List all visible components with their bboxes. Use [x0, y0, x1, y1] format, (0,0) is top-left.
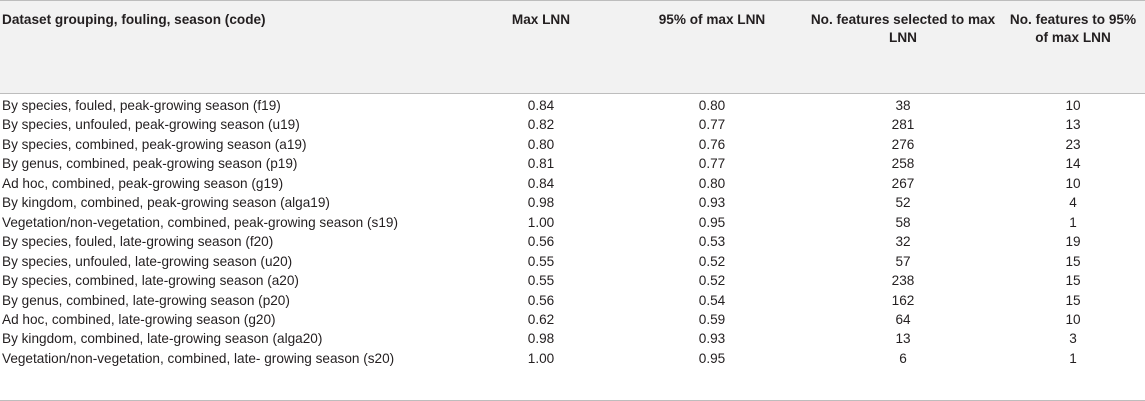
- cell-95-max-lnn: 0.80: [698, 98, 726, 113]
- cell-features-max: 64: [895, 311, 911, 327]
- cell-features-95: 10: [1065, 311, 1081, 327]
- cell-95-max-lnn: 0.77: [698, 117, 726, 133]
- cell-max-lnn: 0.84: [527, 98, 555, 113]
- cell-dataset: By species, unfouled, peak-growing seaso…: [2, 117, 300, 133]
- cell-features-max: 32: [895, 234, 911, 250]
- table-row: By species, unfouled, peak-growing seaso…: [0, 115, 1145, 134]
- cell-max-lnn: 0.98: [527, 195, 555, 211]
- cell-dataset: By species, unfouled, late-growing seaso…: [2, 253, 293, 269]
- cell-features-95: 19: [1065, 234, 1081, 250]
- cell-95-max-lnn: 0.76: [698, 136, 726, 152]
- table-row: By species, fouled, peak-growing season …: [0, 94, 1145, 116]
- column-header-features-max: No. features selected to max LNN: [810, 12, 996, 45]
- cell-features-95: 15: [1065, 292, 1081, 308]
- cell-95-max-lnn: 0.52: [698, 273, 726, 289]
- cell-max-lnn: 0.80: [527, 136, 555, 152]
- table-row: Ad hoc, combined, late-growing season (g…: [0, 310, 1145, 329]
- cell-features-95: 3: [1069, 331, 1077, 347]
- cell-features-max: 281: [891, 117, 915, 133]
- cell-features-max: 38: [895, 98, 911, 113]
- results-table: Dataset grouping, fouling, season (code)…: [0, 0, 1145, 369]
- table-row: By genus, combined, late-growing season …: [0, 291, 1145, 310]
- cell-features-95: 10: [1065, 175, 1081, 191]
- column-header-95-max-lnn: 95% of max LNN: [658, 12, 766, 27]
- cell-dataset: By genus, combined, late-growing season …: [2, 292, 290, 308]
- cell-95-max-lnn: 0.53: [698, 234, 726, 250]
- cell-dataset: Ad hoc, combined, peak-growing season (g…: [2, 175, 284, 191]
- cell-max-lnn: 0.56: [527, 292, 555, 308]
- cell-features-95: 13: [1065, 117, 1081, 133]
- cell-max-lnn: 0.62: [527, 311, 555, 327]
- cell-features-max: 13: [895, 331, 911, 347]
- cell-max-lnn: 1.00: [527, 350, 555, 366]
- cell-95-max-lnn: 0.80: [698, 175, 726, 191]
- cell-features-max: 58: [895, 214, 911, 230]
- cell-features-max: 276: [891, 136, 915, 152]
- column-header-max-lnn: Max LNN: [511, 12, 571, 27]
- table-row: By species, unfouled, late-growing seaso…: [0, 252, 1145, 271]
- cell-features-95: 4: [1069, 195, 1077, 211]
- cell-features-95: 15: [1065, 253, 1081, 269]
- cell-features-95: 10: [1065, 98, 1081, 113]
- cell-95-max-lnn: 0.93: [698, 331, 726, 347]
- cell-features-max: 267: [891, 175, 915, 191]
- cell-dataset: By species, combined, peak-growing seaso…: [2, 136, 307, 152]
- cell-dataset: By species, combined, late-growing seaso…: [2, 273, 299, 289]
- cell-features-max: 238: [891, 273, 915, 289]
- cell-95-max-lnn: 0.95: [698, 214, 726, 230]
- cell-features-95: 14: [1065, 156, 1081, 172]
- cell-features-max: 258: [891, 156, 915, 172]
- cell-dataset: By species, fouled, late-growing season …: [2, 234, 274, 250]
- table-header-row: Dataset grouping, fouling, season (code)…: [0, 0, 1145, 94]
- table-row: By genus, combined, peak-growing season …: [0, 154, 1145, 173]
- cell-max-lnn: 0.55: [527, 253, 555, 269]
- cell-dataset: By genus, combined, peak-growing season …: [2, 156, 298, 172]
- cell-95-max-lnn: 0.52: [698, 253, 726, 269]
- cell-features-95: 1: [1069, 350, 1077, 366]
- table-row: By species, combined, peak-growing seaso…: [0, 135, 1145, 154]
- cell-features-95: 1: [1069, 214, 1077, 230]
- table-row: By species, combined, late-growing seaso…: [0, 271, 1145, 290]
- cell-95-max-lnn: 0.54: [698, 292, 726, 308]
- column-header-features-95: No. features to 95% of max LNN: [1009, 12, 1137, 45]
- cell-dataset: Vegetation/non-vegetation, combined, pea…: [2, 214, 398, 230]
- cell-dataset: By kingdom, combined, peak-growing seaso…: [2, 195, 330, 211]
- table-row: Vegetation/non-vegetation, combined, lat…: [0, 349, 1145, 368]
- table-row: By species, fouled, late-growing season …: [0, 232, 1145, 251]
- cell-max-lnn: 0.56: [527, 234, 555, 250]
- cell-max-lnn: 0.98: [527, 331, 555, 347]
- cell-max-lnn: 0.55: [527, 273, 555, 289]
- cell-dataset: By species, fouled, peak-growing season …: [2, 98, 281, 113]
- table-row: By kingdom, combined, peak-growing seaso…: [0, 193, 1145, 212]
- table-row: By kingdom, combined, late-growing seaso…: [0, 329, 1145, 348]
- cell-features-95: 15: [1065, 273, 1081, 289]
- cell-dataset: By kingdom, combined, late-growing seaso…: [2, 331, 323, 347]
- cell-features-max: 6: [899, 350, 907, 366]
- cell-features-max: 52: [895, 195, 911, 211]
- cell-95-max-lnn: 0.59: [698, 311, 726, 327]
- cell-max-lnn: 1.00: [527, 214, 555, 230]
- cell-max-lnn: 0.81: [527, 156, 555, 172]
- cell-features-max: 57: [895, 253, 911, 269]
- table-row: Vegetation/non-vegetation, combined, pea…: [0, 213, 1145, 232]
- cell-95-max-lnn: 0.93: [698, 195, 726, 211]
- cell-95-max-lnn: 0.77: [698, 156, 726, 172]
- cell-features-95: 23: [1065, 136, 1081, 152]
- cell-dataset: Ad hoc, combined, late-growing season (g…: [2, 311, 276, 327]
- column-header-dataset: Dataset grouping, fouling, season (code): [2, 12, 266, 27]
- cell-max-lnn: 0.84: [527, 175, 555, 191]
- cell-features-max: 162: [891, 292, 915, 308]
- cell-dataset: Vegetation/non-vegetation, combined, lat…: [2, 350, 395, 366]
- cell-95-max-lnn: 0.95: [698, 350, 726, 366]
- table-row: Ad hoc, combined, peak-growing season (g…: [0, 174, 1145, 193]
- cell-max-lnn: 0.82: [527, 117, 555, 133]
- table-body: By species, fouled, peak-growing season …: [0, 94, 1145, 369]
